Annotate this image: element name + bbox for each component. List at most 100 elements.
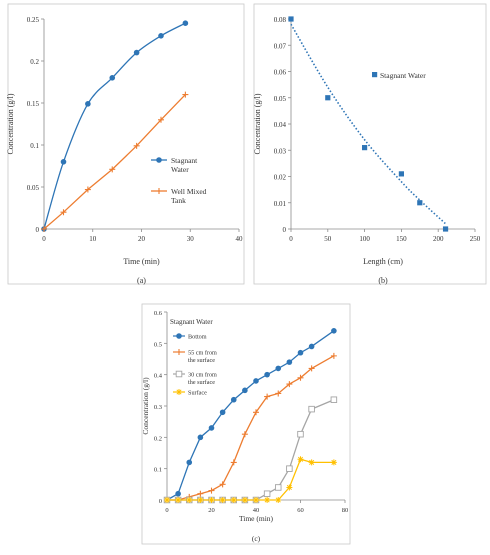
data-point [297,456,304,463]
data-point [263,490,271,497]
data-point [219,497,226,503]
series-2 [163,396,338,504]
x-axis-label: Time (min) [123,257,160,266]
data-point [264,497,271,503]
data-point [253,409,259,416]
data-point [264,371,270,378]
y-tick-label: 0.05 [27,184,40,192]
data-point [186,459,193,466]
data-point [133,49,140,56]
data-point [197,434,204,441]
data-point [330,352,337,359]
data-point [286,359,293,365]
data-point [275,390,282,397]
data-point [442,226,449,232]
x-tick-label: 0 [289,235,293,243]
chart-frame [141,303,351,545]
data-point [197,497,204,503]
x-axis-label: Length (cm) [363,257,403,266]
x-tick-label: 40 [236,235,244,243]
data-point [230,396,237,403]
data-point [186,497,193,503]
series-0 [41,20,189,232]
legend-swatch-marker [176,389,182,395]
data-point [60,209,67,216]
legend-swatch-marker [156,157,162,163]
data-point [197,490,204,497]
chart-panel-c: 0 20 40 60 80 0 0.1 0.2 0.3 0.4 0.5 0.6 Time (min) Co… [140,300,352,550]
legend-label: 30 cm from the surface [188,372,217,387]
panel-label: (a) [137,276,146,285]
series-line [167,399,335,501]
data-point [253,378,259,384]
legend-label: Surface [188,390,207,397]
legend: Stagnant Water Bottom 55 cm from the surfac… [170,318,217,397]
legend-swatch-marker [372,72,378,78]
y-tick-label: 0 [36,226,40,234]
chart-c-svg: 0 20 40 60 80 0 0.1 0.2 0.3 0.4 0.5 0.6 Time (min) Co… [141,303,351,545]
data-point [175,497,182,503]
y-tick-label: 0 [283,226,287,234]
data-point [331,328,337,334]
data-point [308,365,315,372]
data-point [398,171,404,177]
data-point [158,33,164,39]
legend-swatch-marker [156,188,162,194]
y-tick-label: 0.06 [274,69,287,77]
data-point [208,497,215,503]
panel-label: (c) [252,534,261,543]
data-point [109,166,116,173]
y-tick-label: 0.25 [27,16,40,24]
data-point [275,497,282,503]
x-tick-label: 100 [359,235,370,243]
data-point [41,226,47,232]
x-tick-label: 20 [138,235,146,243]
y-tick-label: 0.4 [154,373,163,380]
data-point [182,91,189,98]
legend-swatch-marker [176,349,182,355]
chart-panel-b: 0 50 100 150 200 250 0 0.01 0.02 0.03 0.04 0.05 0.06… [250,0,490,300]
data-point [297,349,304,356]
data-point [288,16,294,22]
trendline [290,23,447,225]
x-tick-label: 200 [433,235,444,243]
y-tick-label: 0.15 [27,100,40,108]
data-point [264,393,271,400]
data-point [286,484,293,491]
data-point [219,409,226,416]
data-point [164,497,170,503]
data-point [241,497,248,503]
data-point [182,20,189,27]
series-0 [164,328,337,503]
x-tick-label: 10 [89,235,97,243]
series-line [43,22,186,230]
y-axis-label: Concentration (g/l) [6,93,15,154]
data-point [275,365,282,372]
chart-b-svg: 0 50 100 150 200 250 0 0.01 0.02 0.03 0.04 0.05 0.06… [253,3,487,285]
data-point [325,95,331,101]
x-tick-label: 0 [42,235,46,243]
chart-title: Stagnant Water [170,318,213,326]
x-tick-label: 0 [165,507,168,514]
y-tick-label: 0.07 [274,42,287,50]
y-tick-label: 0.2 [30,58,39,66]
data-point [330,396,338,403]
y-tick-label: 0.04 [274,121,287,129]
data-point [417,200,423,206]
legend-label: Stagnant Water [380,71,426,80]
data-point [158,116,164,123]
y-tick-label: 0.02 [274,174,287,182]
x-tick-label: 50 [324,235,332,243]
data-point [208,487,215,494]
panel-label: (b) [378,276,388,285]
x-tick-label: 40 [253,507,260,514]
y-tick-label: 0.08 [274,16,287,24]
legend-label: Stagnant Water [171,156,198,174]
y-tick-label: 0.1 [30,142,39,150]
data-point [286,465,293,472]
y-tick-label: 0 [159,498,162,505]
data-point [230,497,237,503]
data-point [85,101,91,107]
x-tick-label: 20 [208,507,215,514]
chart-a-svg: 0 10 20 30 40 0 0.05 0.1 0.15 0.2 0.25 Time (min) Co… [6,3,245,285]
